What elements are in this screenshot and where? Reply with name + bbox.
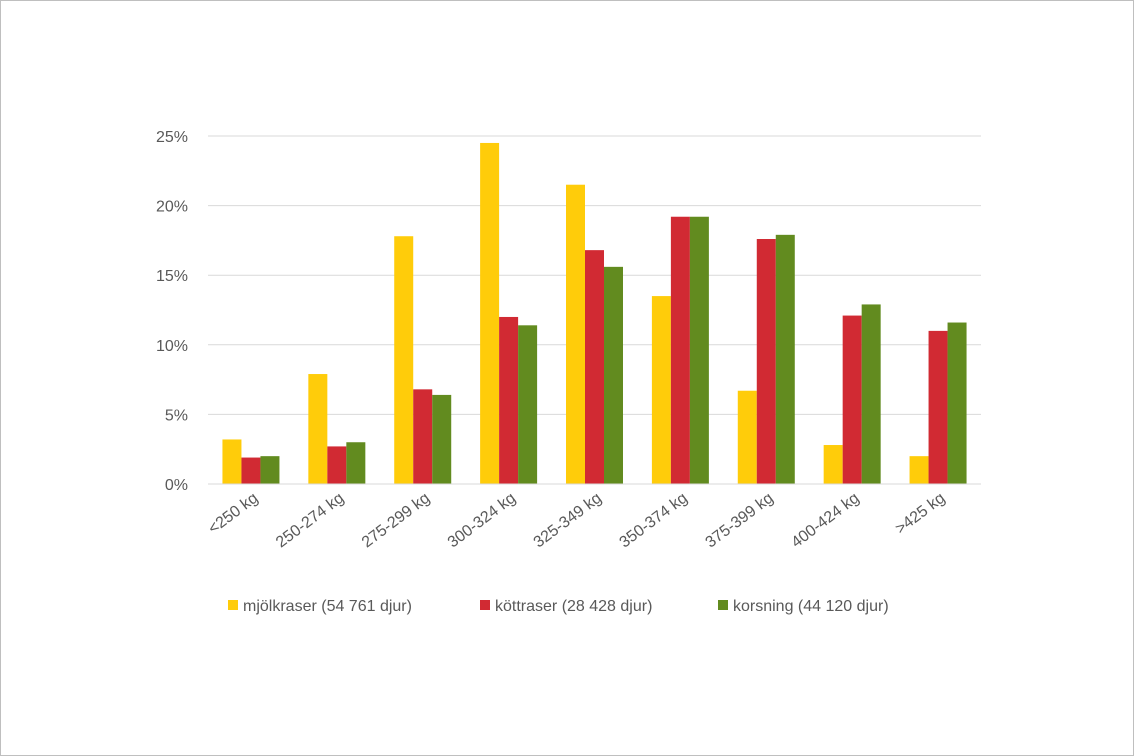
x-tick-label: 375-399 kg <box>703 490 777 552</box>
x-tick-label: 300-324 kg <box>445 490 519 552</box>
x-tick-label: 350-374 kg <box>617 490 691 552</box>
bar <box>308 374 328 484</box>
bars <box>222 142 967 484</box>
bar <box>842 315 862 484</box>
y-tick-label: 15% <box>156 268 188 285</box>
y-tick-label: 10% <box>156 338 188 355</box>
y-tick-label: 5% <box>165 407 188 424</box>
x-tick-label: 400-424 kg <box>788 490 862 552</box>
bar <box>689 216 709 484</box>
bar <box>670 216 690 484</box>
bar <box>499 316 519 484</box>
bar <box>928 330 948 484</box>
bar <box>327 446 347 484</box>
bar <box>737 390 757 484</box>
bar <box>651 296 671 484</box>
legend-label: korsning (44 120 djur) <box>733 598 889 615</box>
bar <box>394 236 414 484</box>
bar <box>604 266 623 484</box>
legend-swatch <box>228 600 238 610</box>
bar <box>480 142 500 484</box>
y-tick-label: 25% <box>156 129 188 146</box>
legend: mjölkraser (54 761 djur) köttraser (28 42… <box>228 598 889 615</box>
bar <box>775 234 795 484</box>
bar <box>413 389 433 484</box>
legend-label: mjölkraser (54 761 djur) <box>243 598 412 615</box>
x-tick-label: 325-349 kg <box>531 490 605 552</box>
y-tick-label: 20% <box>156 199 188 216</box>
bar <box>222 439 242 484</box>
x-tick-label: 250-274 kg <box>273 490 347 552</box>
bar <box>756 239 776 484</box>
x-tick-label: 275-299 kg <box>359 490 433 552</box>
bar <box>518 325 538 484</box>
x-tick-label: <250 kg <box>205 490 261 538</box>
x-tick-label: >425 kg <box>892 490 948 538</box>
bar <box>947 322 967 484</box>
x-axis-ticks: <250 kg 250-274 kg 275-299 kg 300-324 kg 325… <box>205 490 948 552</box>
bar <box>566 184 585 484</box>
legend-swatch <box>718 600 728 610</box>
bar <box>346 442 366 484</box>
bar <box>241 457 261 484</box>
legend-swatch <box>480 600 490 610</box>
bar <box>260 456 280 484</box>
bar <box>823 445 843 484</box>
bar <box>432 394 452 484</box>
y-axis-ticks: 0% 5% 10% 15% 20% 25% <box>156 129 188 494</box>
bar <box>909 456 929 484</box>
legend-label: köttraser (28 428 djur) <box>495 598 652 615</box>
y-tick-label: 0% <box>165 477 188 494</box>
bar <box>585 250 604 484</box>
bar <box>861 304 881 484</box>
